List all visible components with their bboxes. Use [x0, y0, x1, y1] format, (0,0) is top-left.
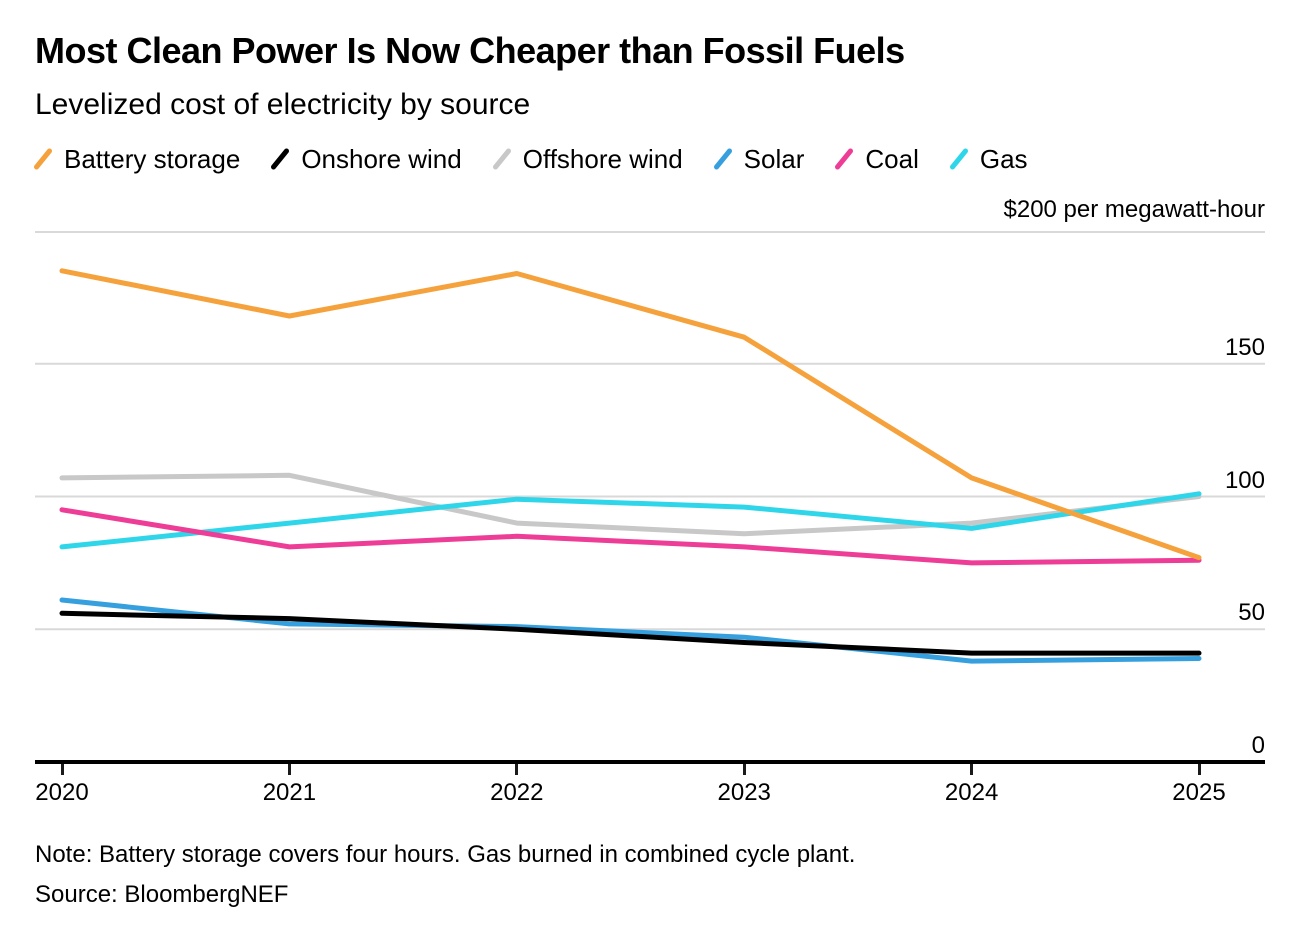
legend-label: Battery storage: [64, 143, 241, 174]
x-axis-line: [35, 760, 1265, 764]
y-tick-label-0: 0: [1251, 732, 1265, 759]
y-axis-unit-label: $200 per megawatt-hour: [1003, 196, 1266, 223]
legend-slash-icon: [835, 148, 854, 170]
series-line-gas: [59, 491, 1202, 550]
legend-slash-stroke: [271, 148, 290, 170]
series-line-onshore-wind: [59, 610, 1202, 656]
legend-slash-icon: [271, 148, 290, 170]
x-tick-2024: [970, 764, 974, 775]
x-tick-2025: [1197, 764, 1201, 775]
chart-subtitle: Levelized cost of electricity by source: [35, 88, 531, 121]
series-line-offshore-wind: [59, 472, 1202, 537]
x-tick-2022: [515, 764, 519, 775]
x-tick-label-2025: 2025: [1172, 779, 1226, 806]
legend-slash-stroke: [835, 148, 854, 170]
series-line-coal: [59, 507, 1202, 566]
legend-item-offshore-wind: Offshore wind: [492, 144, 683, 175]
legend-slash-icon: [34, 148, 52, 170]
legend-label: Coal: [865, 143, 919, 174]
legend-label: Gas: [979, 143, 1028, 174]
legend-item-solar: Solar: [713, 143, 805, 175]
line-chart: [35, 231, 1265, 664]
chart-note: Note: Battery storage covers four hours.…: [35, 841, 856, 868]
x-tick-label-2020: 2020: [35, 779, 89, 806]
y-tick-label-150: 150: [1224, 333, 1265, 361]
legend-slash-stroke: [949, 148, 968, 170]
chart-title: Most Clean Power Is Now Cheaper than Fos…: [35, 30, 905, 71]
legend-slash-icon: [492, 148, 511, 170]
x-tick-2023: [742, 764, 746, 775]
chart-source: Source: BloombergNEF: [35, 881, 289, 908]
y-tick-label-50: 50: [1238, 599, 1265, 627]
legend-slash-stroke: [34, 148, 52, 170]
legend-label: Offshore wind: [522, 143, 683, 174]
y-tick-label-100: 100: [1224, 466, 1265, 494]
legend-item-gas: Gas: [949, 144, 1028, 175]
x-tick-label-2024: 2024: [944, 779, 999, 806]
legend-item-coal: Coal: [834, 143, 919, 175]
legend-slash-icon: [713, 148, 732, 170]
legend-item-onshore-wind: Onshore wind: [270, 143, 462, 175]
x-tick-2020: [60, 764, 64, 775]
x-tick-label-2021: 2021: [262, 779, 317, 806]
legend-slash-icon: [949, 148, 968, 170]
legend-label: Onshore wind: [301, 143, 462, 174]
legend: Battery storage Onshore wind Offshore wind…: [33, 142, 1028, 176]
legend-label: Solar: [743, 143, 805, 174]
legend-slash-stroke: [713, 148, 732, 170]
x-tick-label-2022: 2022: [490, 779, 544, 806]
legend-item-battery-storage: Battery storage: [33, 144, 240, 175]
x-tick-2021: [287, 764, 291, 775]
series-line-battery-storage: [59, 268, 1202, 561]
x-tick-label-2023: 2023: [717, 779, 771, 806]
legend-slash-stroke: [492, 148, 511, 170]
